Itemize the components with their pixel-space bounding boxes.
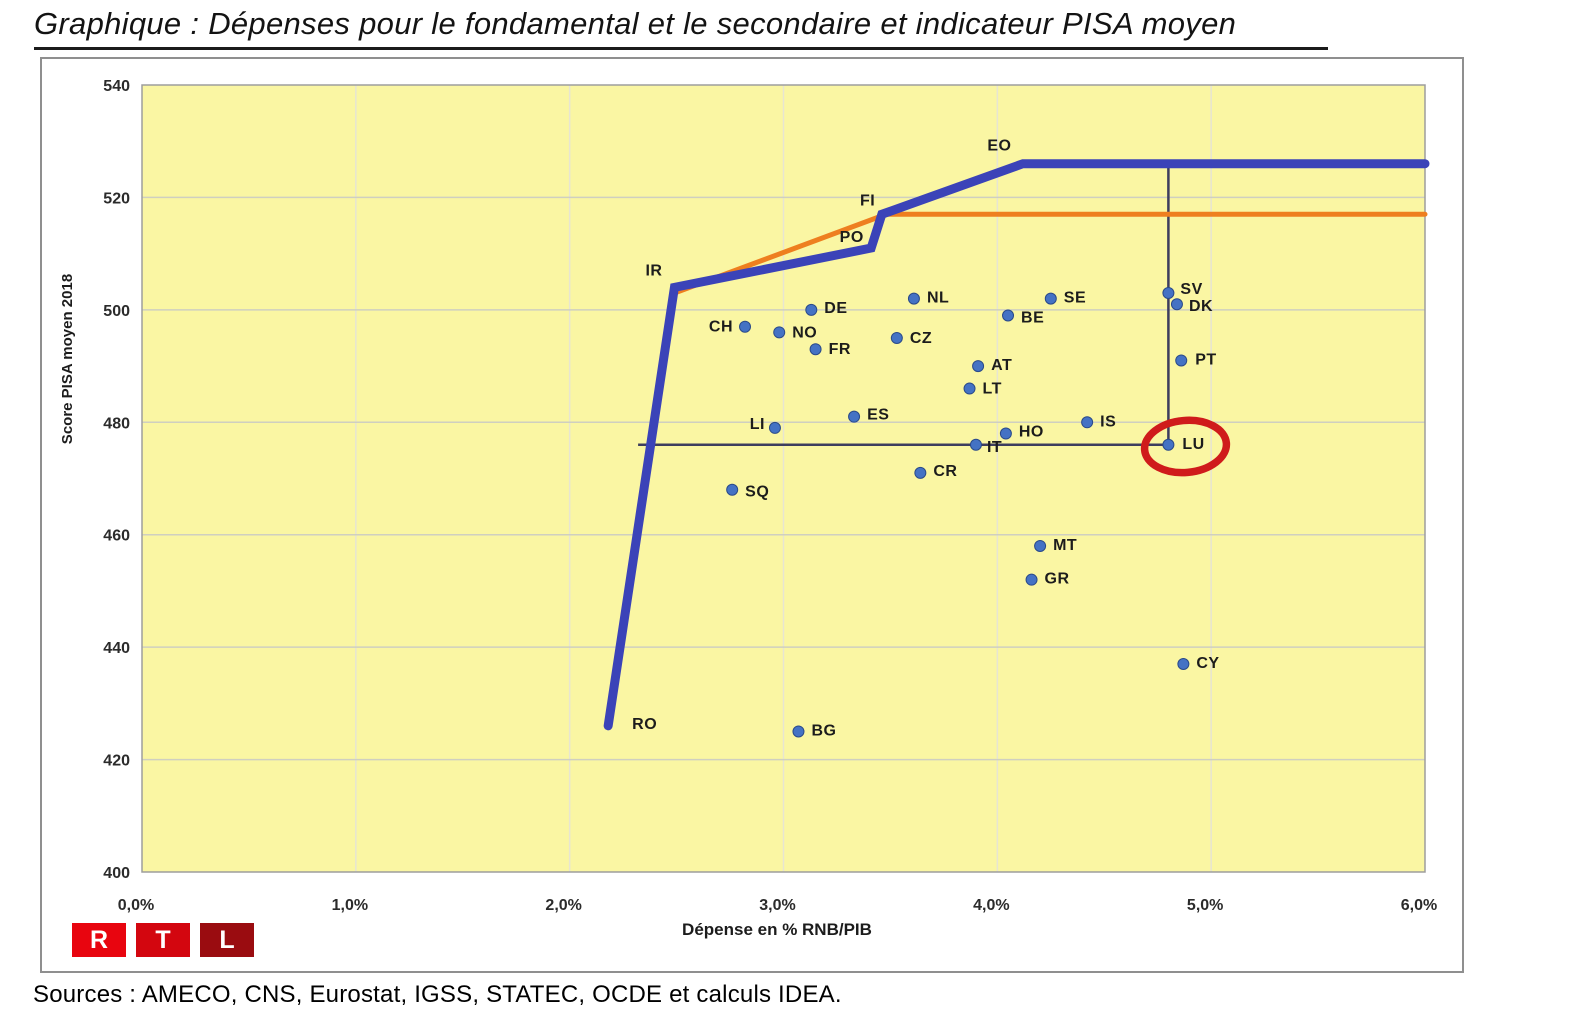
data-point-DE	[805, 303, 818, 316]
point-label-SQ: SQ	[745, 484, 769, 501]
lu-highlight-circle	[1140, 416, 1231, 477]
point-label-BE: BE	[1021, 309, 1044, 326]
point-label-AT: AT	[991, 357, 1012, 374]
data-point-BE	[1002, 309, 1015, 322]
data-point-IS	[1081, 416, 1094, 429]
y-tick-label: 400	[103, 865, 130, 882]
point-label-NO: NO	[792, 324, 817, 341]
rtl-logo-letter-l: L	[200, 923, 254, 957]
point-label-BG: BG	[811, 722, 836, 739]
point-label-FI: FI	[860, 192, 875, 209]
point-label-CH: CH	[709, 319, 733, 336]
x-tick-label: 2,0%	[545, 897, 581, 914]
x-tick-label: 3,0%	[759, 897, 795, 914]
data-point-BG	[792, 725, 805, 738]
data-point-LU	[1162, 438, 1175, 451]
x-tick-label: 4,0%	[973, 897, 1009, 914]
point-label-LI: LI	[750, 416, 765, 433]
point-label-ES: ES	[867, 407, 889, 424]
y-tick-label: 520	[103, 190, 130, 207]
data-point-NO	[773, 326, 786, 339]
data-point-GR	[1025, 573, 1038, 586]
x-tick-label: 1,0%	[332, 897, 368, 914]
point-label-SV: SV	[1180, 281, 1202, 298]
data-point-IT	[969, 438, 982, 451]
y-tick-label: 440	[103, 640, 130, 657]
data-point-PT	[1175, 354, 1188, 367]
point-label-PO: PO	[840, 229, 864, 246]
point-label-IT: IT	[987, 439, 1002, 456]
x-axis-title: Dépense en % RNB/PIB	[682, 920, 872, 939]
point-label-IS: IS	[1100, 413, 1116, 430]
point-label-FR: FR	[829, 341, 851, 358]
point-label-NL: NL	[927, 290, 949, 307]
point-label-CY: CY	[1196, 655, 1219, 672]
point-label-LU: LU	[1182, 436, 1204, 453]
point-label-GR: GR	[1045, 571, 1070, 588]
point-label-EO: EO	[987, 138, 1011, 155]
x-tick-label: 0,0%	[118, 897, 154, 914]
point-label-IR: IR	[645, 262, 662, 279]
point-label-MT: MT	[1053, 537, 1077, 554]
y-tick-label: 460	[103, 528, 130, 545]
rtl-logo: R T L	[72, 923, 254, 957]
point-label-PT: PT	[1195, 351, 1216, 368]
point-label-DK: DK	[1189, 298, 1213, 315]
page-title: Graphique : Dépenses pour le fondamental…	[34, 6, 1328, 50]
y-tick-label: 420	[103, 753, 130, 770]
y-tick-label: 480	[103, 415, 130, 432]
data-point-DK	[1170, 298, 1183, 311]
point-label-CZ: CZ	[910, 330, 932, 347]
sources-caption: Sources : AMECO, CNS, Eurostat, IGSS, ST…	[33, 981, 842, 1008]
data-point-SE	[1044, 292, 1057, 305]
point-label-RO: RO	[632, 716, 657, 733]
data-point-LI	[768, 421, 781, 434]
data-point-FR	[809, 343, 822, 356]
data-point-HO	[999, 427, 1012, 440]
point-label-LT: LT	[983, 381, 1002, 398]
x-tick-label: 6,0%	[1401, 897, 1437, 914]
data-point-CY	[1177, 658, 1190, 671]
frontier-blue-line	[603, 159, 1430, 731]
plot-border	[141, 84, 1426, 873]
rtl-logo-letter-t: T	[136, 923, 190, 957]
chart-image: RO IR PO FI EO CH NO DE FR NL CZ SE BE SV DK PT AT LT ES IS…	[40, 57, 1464, 973]
x-tick-label: 5,0%	[1187, 897, 1223, 914]
data-point-AT	[972, 360, 985, 373]
y-tick-label: 540	[103, 78, 130, 95]
data-point-ES	[848, 410, 861, 423]
y-axis-title: Score PISA moyen 2018	[59, 274, 76, 444]
data-point-CR	[914, 466, 927, 479]
data-point-CH	[739, 320, 752, 333]
rtl-logo-letter-r: R	[72, 923, 126, 957]
point-label-HO: HO	[1019, 424, 1044, 441]
data-point-CZ	[890, 331, 903, 344]
y-tick-label: 500	[103, 303, 130, 320]
point-label-SE: SE	[1064, 290, 1086, 307]
data-point-MT	[1034, 539, 1047, 552]
data-point-LT	[963, 382, 976, 395]
point-label-CR: CR	[933, 463, 957, 480]
data-point-NL	[907, 292, 920, 305]
point-label-DE: DE	[824, 300, 847, 317]
data-point-SV	[1162, 286, 1175, 299]
data-point-SQ	[726, 483, 739, 496]
